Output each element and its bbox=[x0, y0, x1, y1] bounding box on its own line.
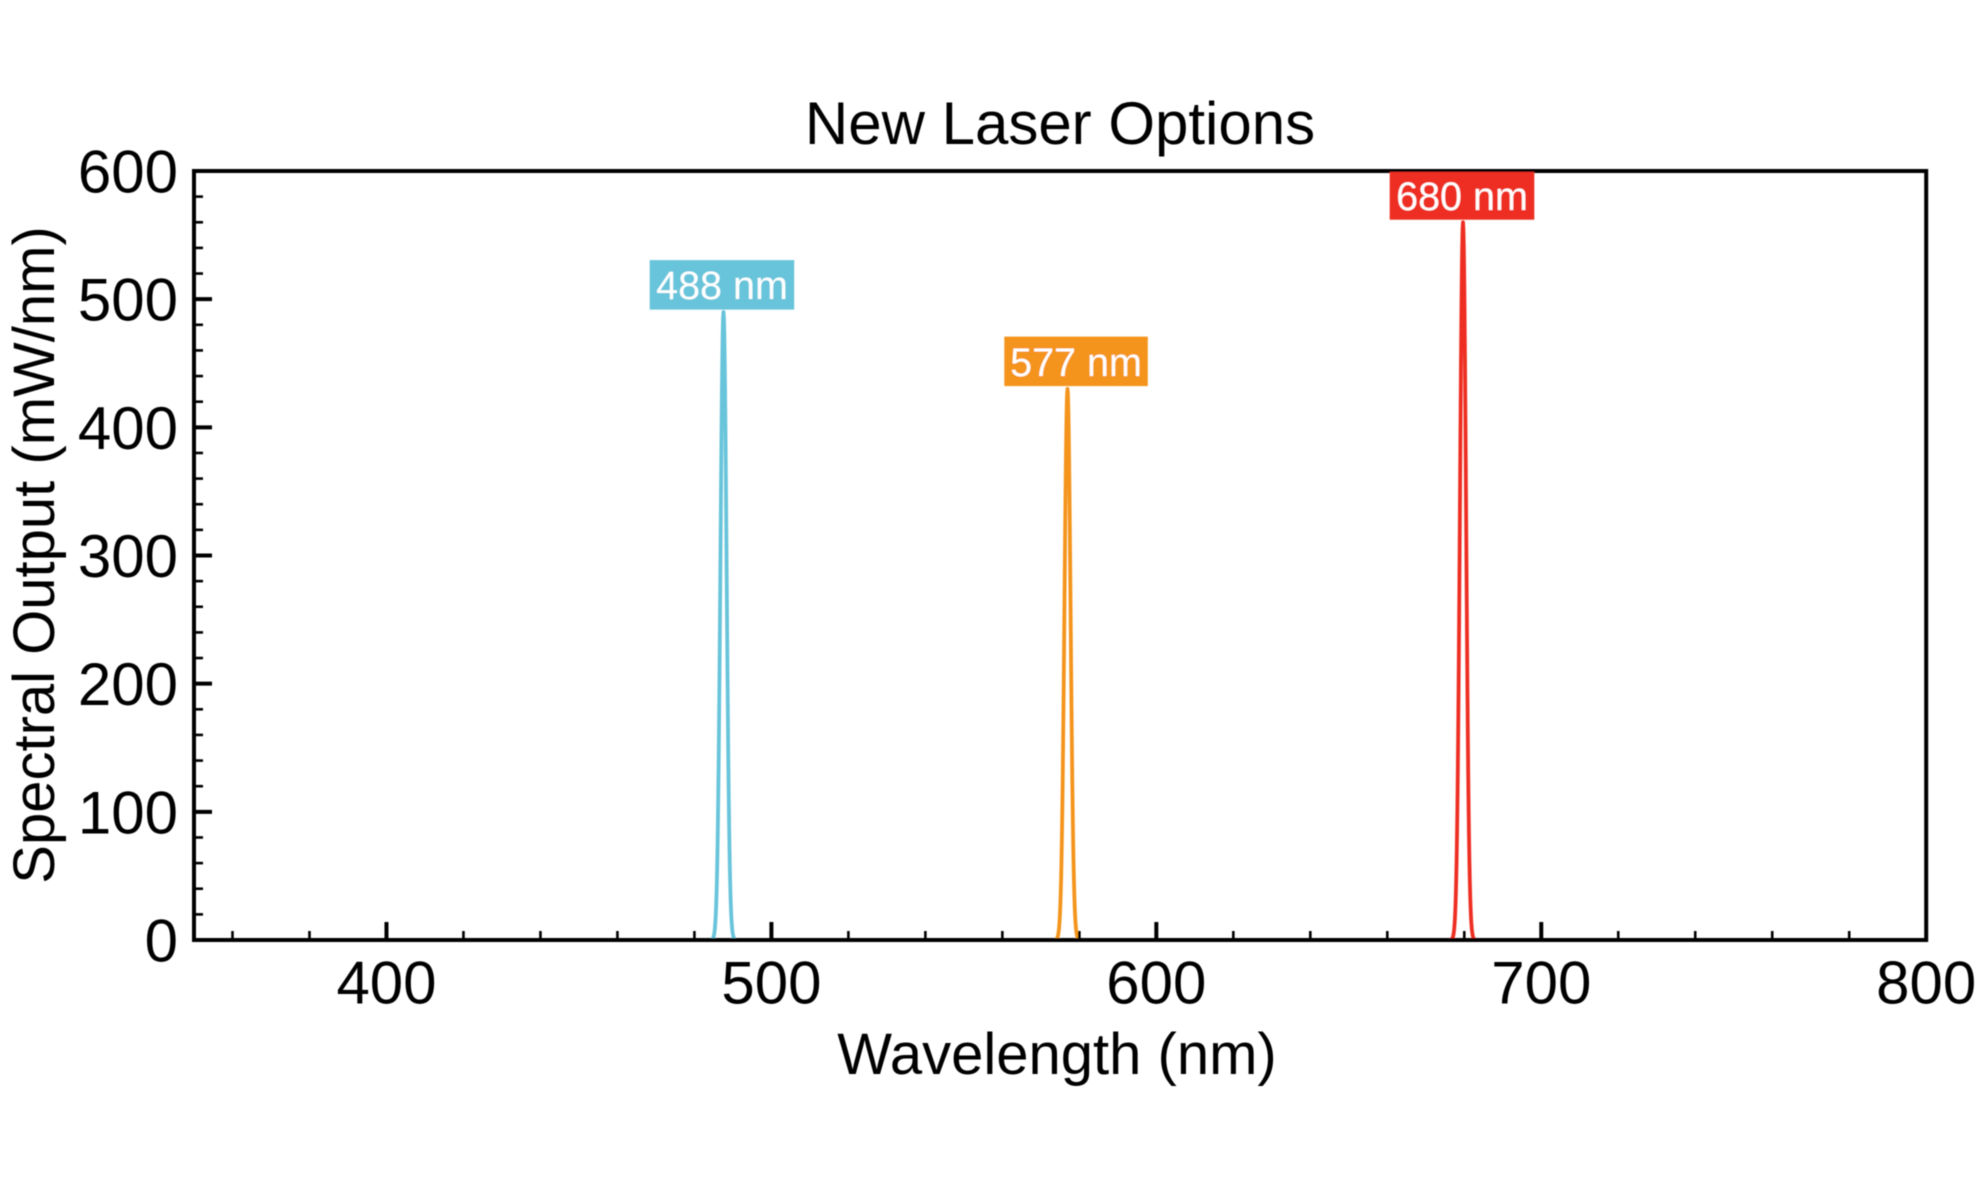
svg-text:500: 500 bbox=[78, 267, 178, 334]
svg-text:400: 400 bbox=[336, 950, 436, 1017]
svg-text:488 nm: 488 nm bbox=[656, 264, 788, 308]
svg-text:500: 500 bbox=[721, 950, 821, 1017]
svg-text:New Laser Options: New Laser Options bbox=[805, 90, 1315, 157]
svg-text:200: 200 bbox=[78, 651, 178, 718]
svg-text:Wavelength (nm): Wavelength (nm) bbox=[837, 1022, 1276, 1087]
svg-text:577 nm: 577 nm bbox=[1010, 341, 1142, 385]
svg-text:Spectral Output (mW/nm): Spectral Output (mW/nm) bbox=[2, 226, 67, 883]
svg-text:0: 0 bbox=[145, 908, 178, 975]
svg-text:600: 600 bbox=[78, 139, 178, 206]
svg-text:600: 600 bbox=[1106, 950, 1206, 1017]
svg-text:300: 300 bbox=[78, 523, 178, 590]
svg-text:700: 700 bbox=[1491, 950, 1591, 1017]
svg-text:800: 800 bbox=[1876, 950, 1976, 1017]
svg-text:680 nm: 680 nm bbox=[1396, 175, 1528, 219]
svg-text:100: 100 bbox=[78, 779, 178, 846]
svg-text:400: 400 bbox=[78, 395, 178, 462]
